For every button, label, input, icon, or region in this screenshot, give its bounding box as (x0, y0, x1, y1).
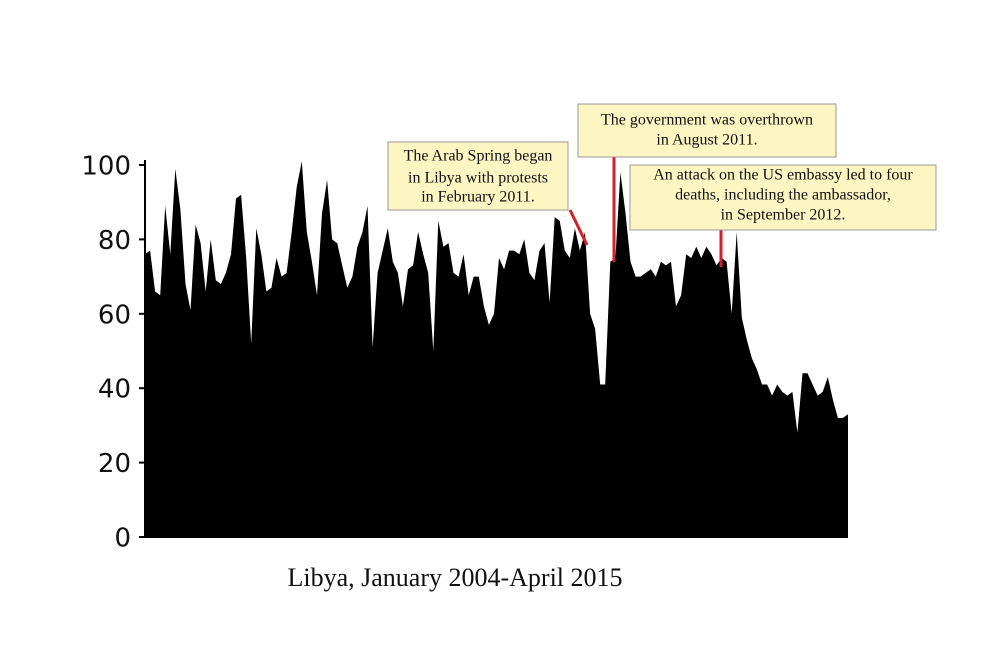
annotation-box (387, 141, 569, 211)
annotation-text: deaths, including the ambassador, (675, 187, 891, 204)
annotation-text: The government was overthrown (601, 112, 813, 129)
annotation-box (629, 164, 937, 231)
annotation-text: in August 2011. (656, 132, 757, 149)
annotation-leader (568, 209, 589, 246)
y-tick-label: 40 (98, 375, 131, 405)
annotation-text: in September 2012. (721, 207, 846, 224)
annotation-text: The Arab Spring began (404, 148, 553, 165)
y-tick-label: 20 (98, 449, 131, 479)
y-tick-label: 100 (81, 152, 131, 182)
area (145, 161, 848, 538)
annotation-text: in Libya with protests (408, 170, 548, 187)
y-tick-label: 0 (114, 524, 131, 554)
x-axis-label: Libya, January 2004-April 2015 (287, 563, 622, 592)
y-tick-label: 60 (98, 300, 131, 330)
y-tick-label: 80 (98, 226, 131, 256)
annotation-box (577, 103, 837, 158)
annotation-text: in February 2011. (421, 189, 535, 206)
annotation-text: An attack on the US embassy led to four (653, 167, 913, 184)
